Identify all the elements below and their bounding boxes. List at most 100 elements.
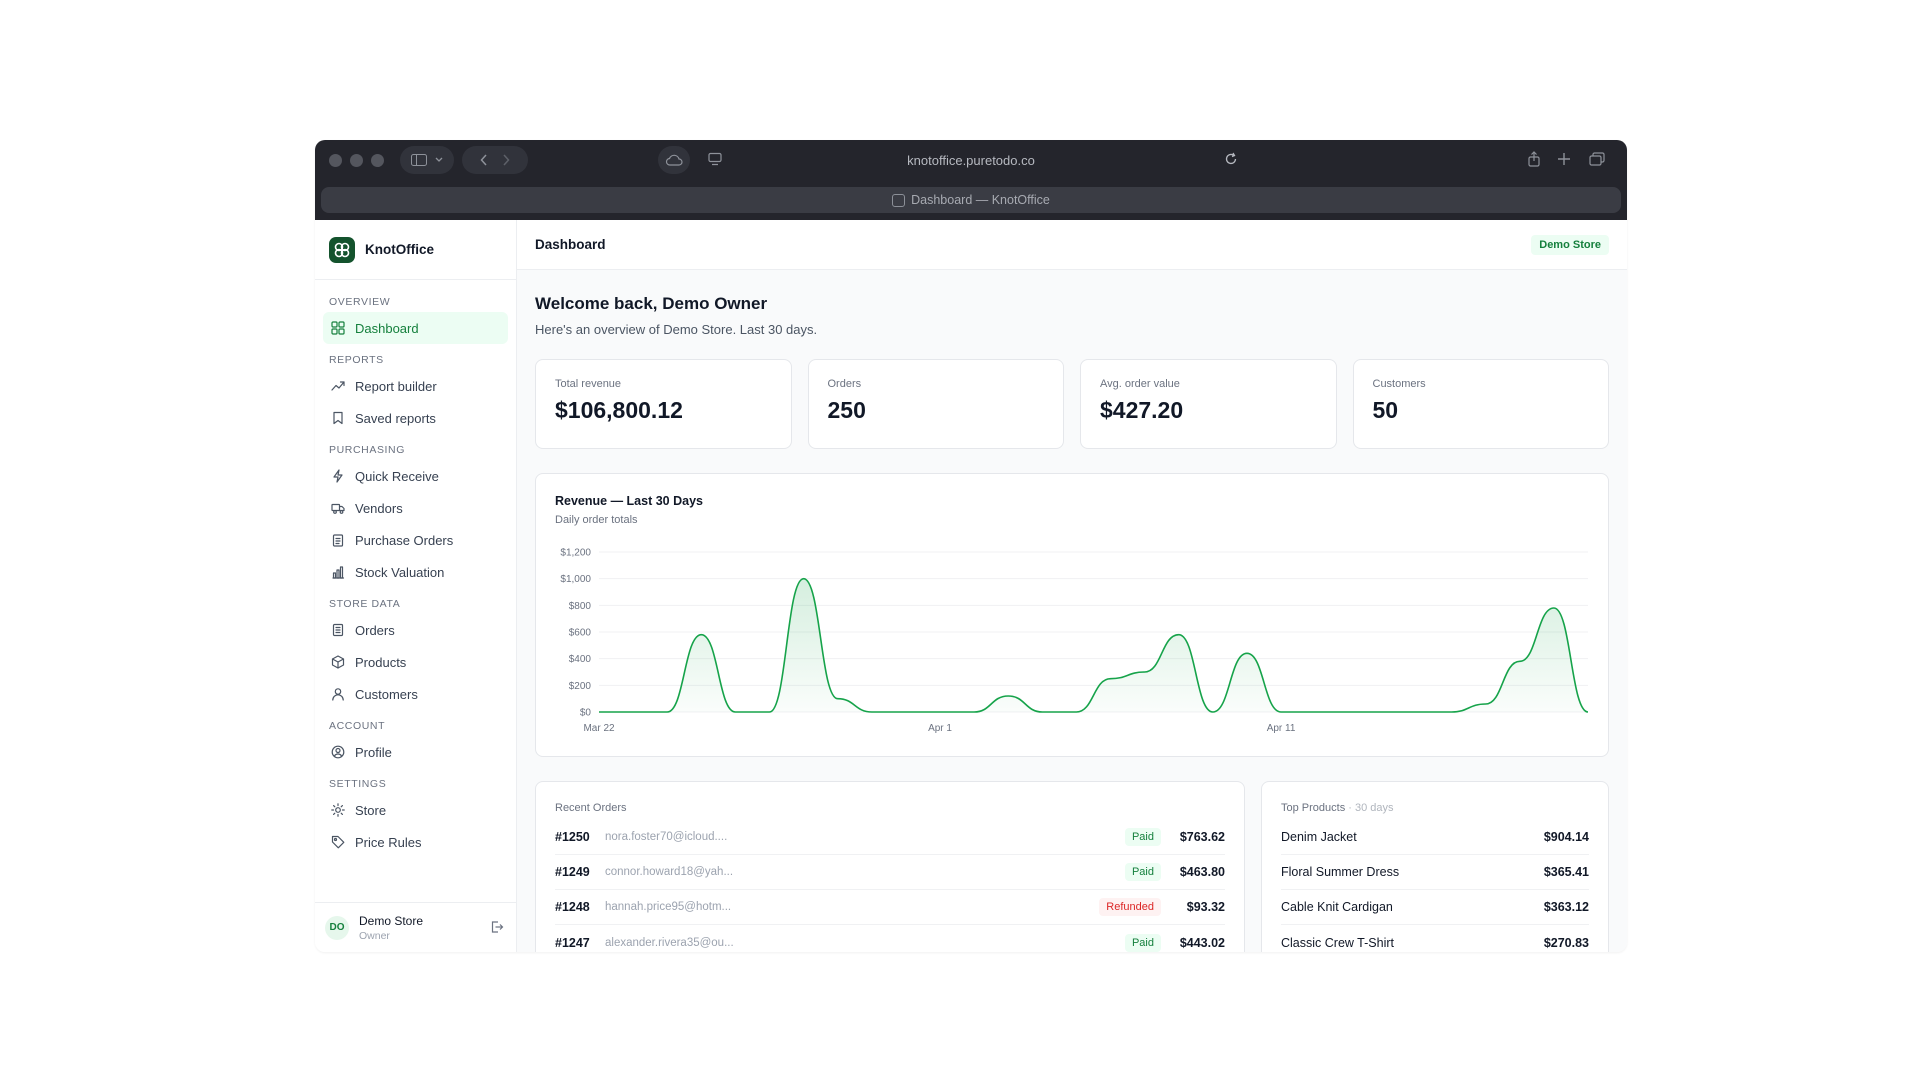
- main-content: Dashboard Demo Store Welcome back, Demo …: [517, 220, 1627, 952]
- status-badge: Refunded: [1099, 898, 1161, 916]
- sidebar-item-label: Price Rules: [355, 834, 422, 850]
- topbar: Dashboard Demo Store: [517, 220, 1627, 270]
- logout-icon[interactable]: [490, 920, 504, 934]
- kpi-card-orders: Orders 250: [807, 359, 1064, 449]
- chevron-down-icon: [435, 157, 443, 162]
- sidebar-item-label: Products: [355, 654, 407, 670]
- new-tab-icon[interactable]: [1557, 152, 1571, 171]
- order-amount: $763.62: [1179, 830, 1225, 844]
- sidebar-item-purchase-orders[interactable]: Purchase Orders: [323, 524, 508, 556]
- status-badge: Paid: [1124, 863, 1161, 881]
- sidebar-toggle-button[interactable]: [400, 146, 454, 174]
- favicon-icon: [892, 193, 906, 207]
- revenue-chart[interactable]: $0 $200 $400 $600 $800 $1,000 $1,200 Mar 22 Apr …: [536, 474, 1608, 758]
- sidebar-item-label: Saved reports: [355, 410, 436, 426]
- address-bar[interactable]: knotoffice.puretodo.co: [907, 153, 1035, 168]
- grid-icon: [331, 321, 345, 335]
- sidebar-item-label: Purchase Orders: [355, 532, 454, 548]
- sidebar-item-dashboard[interactable]: Dashboard: [323, 312, 508, 344]
- sidebar-item-report-builder[interactable]: Report builder: [323, 370, 508, 402]
- x-tick-label: Apr 11: [1267, 723, 1296, 734]
- kpi-label: Avg. order value: [1100, 378, 1180, 390]
- y-tick-label: $200: [569, 681, 592, 692]
- zoom-window-button[interactable]: [371, 153, 384, 167]
- product-revenue: $363.12: [1543, 900, 1589, 914]
- trend-icon: [331, 381, 345, 391]
- tab-overview-icon[interactable]: [1589, 152, 1605, 171]
- reload-icon[interactable]: [1224, 152, 1238, 171]
- product-row[interactable]: Classic Crew T-Shirt $270.83: [1281, 925, 1589, 952]
- sidebar-item-orders[interactable]: Orders: [323, 614, 508, 646]
- forward-icon[interactable]: [502, 154, 510, 166]
- revenue-line: [598, 577, 1589, 713]
- y-tick-label: $600: [569, 628, 592, 639]
- clipboard-icon: [332, 534, 344, 547]
- product-name: Cable Knit Cardigan: [1281, 900, 1393, 914]
- sidebar: KnotOffice Overview Dashboard Reports Repor…: [315, 220, 517, 952]
- store-badge[interactable]: Demo Store: [1531, 234, 1609, 255]
- share-icon[interactable]: [1527, 151, 1541, 172]
- browser-chrome: knotoffice.puretodo.co Dashboard — KnotO…: [315, 140, 1627, 220]
- section-label-purchasing: Purchasing: [329, 444, 406, 456]
- order-row[interactable]: #1248 hannah.price95@hotm... Refunded $93.3…: [555, 890, 1225, 925]
- sidebar-item-profile[interactable]: Profile: [323, 736, 508, 768]
- user-role: Owner: [359, 929, 390, 942]
- section-label-account: Account: [329, 720, 386, 732]
- chart-subtitle: Daily order totals: [555, 514, 638, 526]
- welcome-subtitle: Here's an overview of Demo Store. Last 3…: [535, 322, 818, 337]
- order-amount: $463.80: [1179, 865, 1225, 879]
- top-products-range: · 30 days: [1348, 802, 1394, 814]
- sidebar-item-vendors[interactable]: Vendors: [323, 492, 508, 524]
- reader-icon[interactable]: [708, 152, 722, 171]
- sidebar-item-products[interactable]: Products: [323, 646, 508, 678]
- box-icon: [331, 655, 345, 669]
- tab-active[interactable]: Dashboard — KnotOffice: [321, 187, 1621, 213]
- order-row[interactable]: #1249 connor.howard18@yah... Paid $463.80: [555, 855, 1225, 890]
- product-row[interactable]: Denim Jacket $904.14: [1281, 820, 1589, 855]
- x-tick-label: Apr 1: [928, 723, 952, 734]
- receipt-icon: [332, 623, 344, 637]
- brand-name: KnotOffice: [365, 242, 434, 257]
- icloud-button[interactable]: [658, 146, 690, 174]
- kpi-label: Total revenue: [555, 378, 622, 390]
- order-row[interactable]: #1250 nora.foster70@icloud.... Paid $763.62: [555, 820, 1225, 855]
- page-title: Dashboard: [535, 237, 606, 252]
- product-name: Classic Crew T-Shirt: [1281, 935, 1394, 950]
- revenue-area: [599, 578, 1588, 712]
- history-nav: [462, 146, 528, 174]
- product-name: Floral Summer Dress: [1281, 865, 1400, 879]
- sidebar-item-store[interactable]: Store: [323, 794, 508, 826]
- y-tick-label: $1,200: [560, 548, 591, 559]
- status-badge: Paid: [1124, 828, 1161, 846]
- order-id: #1249: [555, 865, 590, 879]
- order-amount: $443.02: [1179, 935, 1225, 950]
- section-label-overview: Overview: [329, 296, 391, 308]
- order-id: #1250: [555, 830, 590, 844]
- sidebar-item-customers[interactable]: Customers: [323, 678, 508, 710]
- sidebar-item-price-rules[interactable]: Price Rules: [323, 826, 508, 858]
- avatar: DO: [325, 915, 349, 940]
- sidebar-item-label: Quick Receive: [355, 468, 439, 484]
- order-row[interactable]: #1247 alexander.rivera35@ou... Paid $443.02: [555, 925, 1225, 952]
- back-icon[interactable]: [480, 154, 488, 166]
- brand[interactable]: KnotOffice: [315, 220, 516, 280]
- app: KnotOffice Overview Dashboard Reports Repor…: [315, 220, 1627, 952]
- close-window-button[interactable]: [329, 153, 342, 167]
- kpi-value: $427.20: [1100, 397, 1184, 423]
- revenue-chart-card: Revenue — Last 30 Days Daily order total…: [535, 473, 1609, 757]
- cloud-icon: [665, 154, 683, 166]
- sidebar-item-saved-reports[interactable]: Saved reports: [323, 402, 508, 434]
- order-amount: $93.32: [1186, 900, 1225, 914]
- browser-window: knotoffice.puretodo.co Dashboard — KnotO…: [315, 140, 1627, 952]
- order-email: alexander.rivera35@ou...: [605, 936, 734, 949]
- order-email: hannah.price95@hotm...: [605, 901, 732, 913]
- minimize-window-button[interactable]: [350, 153, 363, 167]
- section-label-settings: Settings: [329, 778, 387, 790]
- product-row[interactable]: Floral Summer Dress $365.41: [1281, 855, 1589, 890]
- user-menu[interactable]: DO Demo Store Owner: [315, 902, 516, 952]
- product-revenue: $365.41: [1543, 865, 1589, 879]
- sidebar-item-stock-valuation[interactable]: Stock Valuation: [323, 556, 508, 588]
- kpi-row: Total revenue $106,800.12 Orders 250 Avg…: [535, 359, 1609, 449]
- product-row[interactable]: Cable Knit Cardigan $363.12: [1281, 890, 1589, 925]
- sidebar-item-quick-receive[interactable]: Quick Receive: [323, 460, 508, 492]
